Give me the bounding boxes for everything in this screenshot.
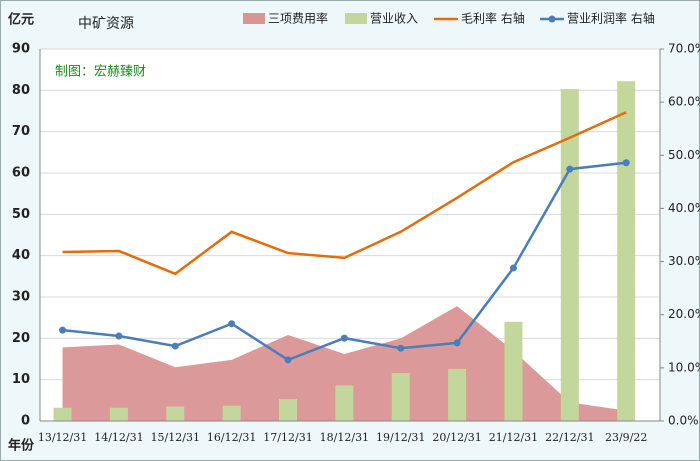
bar <box>222 405 241 421</box>
x-tick-label: 19/12/31 <box>376 431 425 444</box>
y-axis-title: 亿元 <box>8 12 34 28</box>
y-tick-label: 50 <box>12 207 30 222</box>
bar <box>391 373 410 421</box>
bar <box>504 321 523 421</box>
x-tick-label: 20/12/31 <box>432 431 481 444</box>
point <box>622 159 630 167</box>
y2-tick-label: 20.0% <box>668 307 700 321</box>
point <box>228 320 236 328</box>
x-tick-label: 14/12/31 <box>94 431 143 444</box>
y-tick-label: 10 <box>12 372 30 387</box>
bar <box>335 385 354 421</box>
x-tick-label: 17/12/31 <box>263 431 312 444</box>
bar <box>166 406 185 421</box>
y-tick-label: 60 <box>12 166 30 181</box>
y-tick-label: 70 <box>12 124 30 139</box>
legend: 三项费用率 营业收入 毛利率 右轴 营业利润率 右轴 <box>243 11 655 26</box>
y2-tick-label: 60.0% <box>668 95 700 109</box>
point <box>59 326 67 334</box>
x-tick-label: 23/9/22 <box>605 431 647 444</box>
y-tick-label: 90 <box>12 42 30 57</box>
y-tick-label: 20 <box>12 331 30 346</box>
bar <box>53 407 72 421</box>
point <box>115 332 123 340</box>
legend-swatch <box>243 13 265 24</box>
point <box>397 344 405 352</box>
y2-tick-label: 70.0% <box>668 42 700 56</box>
point <box>509 264 517 272</box>
point <box>171 342 179 350</box>
legend-label: 营业利润率 右轴 <box>567 11 655 26</box>
y-tick-label: 0 <box>21 414 30 429</box>
y-tick-label: 80 <box>12 83 30 98</box>
y2-tick-label: 40.0% <box>668 201 700 215</box>
y2-tick-label: 0.0% <box>668 414 699 428</box>
y-tick-label: 40 <box>12 248 30 263</box>
legend-swatch <box>548 15 556 23</box>
bar <box>279 399 297 421</box>
y2-tick-label: 10.0% <box>668 360 700 374</box>
legend-label: 营业收入 <box>370 12 418 26</box>
point <box>566 165 574 173</box>
x-tick-label: 21/12/31 <box>489 431 538 444</box>
y-tick-label: 30 <box>12 290 30 305</box>
legend-swatch <box>345 13 367 24</box>
legend-label: 三项费用率 <box>268 11 328 26</box>
bar <box>109 407 128 421</box>
y2-tick-label: 50.0% <box>668 148 700 162</box>
point <box>340 334 348 342</box>
line <box>62 111 627 276</box>
bar <box>448 368 467 421</box>
area <box>62 306 627 421</box>
y2-tick-label: 30.0% <box>668 254 700 268</box>
x-tick-label: 22/12/31 <box>545 431 594 444</box>
legend-label: 毛利率 右轴 <box>461 11 525 26</box>
point <box>453 339 461 347</box>
x-tick-label: 13/12/31 <box>38 431 87 444</box>
x-tick-label: 18/12/31 <box>320 431 369 444</box>
x-tick-label: 16/12/31 <box>207 431 256 444</box>
bar <box>617 81 636 422</box>
x-axis-title: 年份 <box>8 438 35 454</box>
bar <box>560 89 579 422</box>
x-tick-label: 15/12/31 <box>151 431 200 444</box>
annotation: 制图：宏赫臻财 <box>55 65 146 80</box>
chart-title: 中矿资源 <box>78 16 134 32</box>
point <box>284 356 292 364</box>
